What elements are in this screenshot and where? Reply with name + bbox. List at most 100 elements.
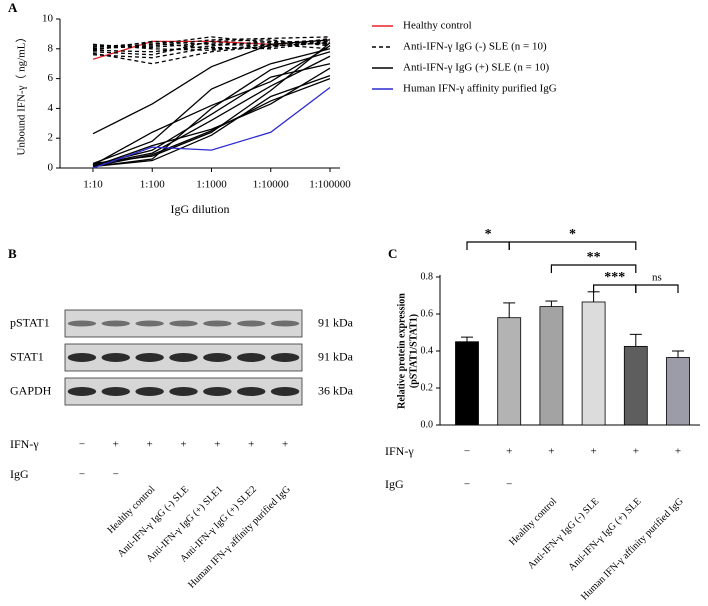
x-axis-title: IgG dilution (171, 202, 230, 216)
data-line (92, 63, 331, 166)
blot-band (169, 320, 198, 327)
panel-label: B (8, 246, 17, 261)
sign: + (248, 439, 254, 451)
significance-bracket (635, 284, 679, 293)
sign: + (113, 439, 119, 451)
data-line (92, 67, 331, 168)
bar (539, 306, 564, 426)
blot-band (67, 387, 97, 396)
sign: − (79, 469, 85, 481)
bar (455, 341, 479, 426)
y-tick-label: 0.0 (421, 419, 434, 430)
blot-band (101, 387, 131, 396)
row-label: IgG (10, 467, 29, 481)
y-tick-label: 0 (48, 162, 54, 174)
blot-band (236, 387, 266, 396)
x-tick-label: Anti-IFN-γ IgG (-) SLE (526, 496, 602, 572)
sign: + (180, 439, 186, 451)
data-line (92, 75, 331, 168)
sign: + (506, 446, 512, 458)
significance-bracket (466, 241, 510, 250)
data-line (92, 87, 331, 169)
blot-band (203, 387, 232, 396)
data-line (92, 40, 331, 51)
sign: − (464, 446, 470, 458)
blot-band (101, 353, 131, 362)
y-tick-label: 4 (48, 102, 54, 114)
blot-band (203, 353, 232, 362)
blot-band (236, 320, 266, 327)
data-line (92, 36, 331, 50)
blot-band (270, 353, 300, 362)
legend-label: Anti-IFN-γ IgG (+) SLE (n = 10) (403, 62, 550, 74)
bar (666, 357, 690, 426)
x-tick-label: Anti-IFN-γ IgG (+) SLE (566, 496, 643, 573)
sign: + (548, 446, 554, 458)
sign: + (590, 446, 596, 458)
x-tick-label: 1:100000 (309, 179, 351, 191)
x-tick-label: 1:100 (140, 179, 166, 191)
blot-band (67, 353, 97, 362)
significance-label: *** (604, 270, 625, 285)
y-axis-title: (pSTAT1/STAT1) (408, 314, 419, 388)
bar (623, 345, 648, 426)
legend-label: Human IFN-γ affinity purified IgG (403, 83, 557, 95)
significance-bracket (508, 241, 637, 250)
legend-label: Anti-IFN-γ IgG (-) SLE (n = 10) (403, 41, 547, 53)
row-label: IFN-γ (385, 444, 414, 458)
y-tick-label: 0.4 (421, 345, 434, 356)
band-size: 91 kDa (318, 349, 354, 363)
sign: + (282, 439, 288, 451)
y-tick-label: 6 (48, 72, 54, 84)
panel-label: C (388, 246, 397, 261)
legend-label: Healthy control (403, 20, 472, 32)
y-axis-title: Relative protein expression (396, 293, 407, 409)
y-axis-title: Unbound IFN-γ（ ng/mL） (15, 31, 28, 155)
band-size: 91 kDa (318, 315, 354, 329)
x-tick-label: 1:10 (83, 179, 103, 191)
sign: − (464, 479, 470, 491)
sign: − (113, 469, 119, 481)
row-label: IFN-γ (10, 437, 39, 451)
y-tick-label: 10 (42, 13, 54, 25)
blot-band (203, 320, 232, 327)
data-line (92, 51, 331, 168)
x-tick-label: 1:10000 (253, 179, 290, 191)
data-line (92, 45, 331, 166)
significance-label: * (485, 227, 492, 242)
blot-band (169, 387, 198, 396)
y-tick-label: 0.8 (421, 271, 434, 282)
sign: + (214, 439, 220, 451)
blot-band (135, 387, 164, 396)
band-size: 36 kDa (318, 383, 354, 397)
blot-band (270, 387, 300, 396)
significance-bracket (550, 264, 637, 273)
band-label: pSTAT1 (10, 315, 50, 329)
sign: − (79, 439, 85, 451)
data-line (92, 39, 331, 135)
blot-band (101, 320, 131, 327)
data-line (92, 55, 331, 166)
y-tick-label: 0.2 (421, 382, 434, 393)
y-tick-label: 8 (48, 42, 54, 54)
bar (497, 317, 522, 426)
panel-label: A (8, 0, 18, 15)
significance-bracket (593, 284, 637, 293)
blot-band (67, 320, 97, 327)
blot-band (135, 320, 164, 327)
blot-band (270, 320, 300, 327)
sign: + (675, 446, 681, 458)
bar (581, 301, 606, 426)
data-line (92, 39, 331, 56)
blot-band (169, 353, 198, 362)
significance-label: ns (652, 272, 662, 284)
data-line (92, 40, 331, 59)
data-line (92, 48, 331, 165)
blot-band (135, 353, 164, 362)
significance-label: ** (587, 250, 601, 265)
x-tick-label: 1:1000 (196, 179, 227, 191)
band-label: GAPDH (10, 383, 52, 397)
band-label: STAT1 (10, 349, 44, 363)
y-tick-label: 2 (48, 132, 54, 144)
